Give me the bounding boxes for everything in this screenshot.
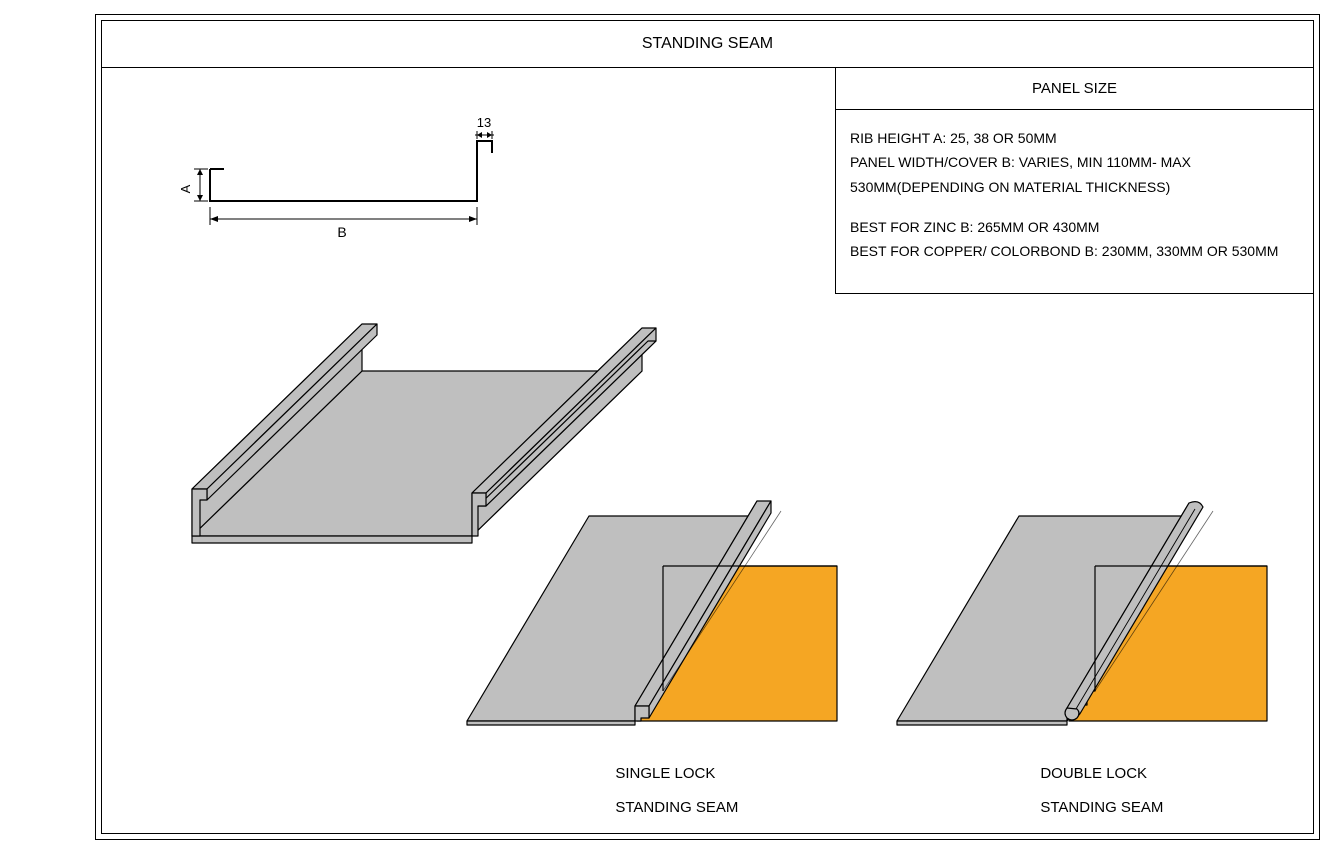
- title-text: STANDING SEAM: [642, 35, 773, 53]
- single-lock-label: SINGLE LOCK STANDING SEAM: [582, 748, 738, 833]
- double-lock-line1: DOUBLE LOCK: [1040, 765, 1147, 782]
- panel-size-header: PANEL SIZE: [836, 67, 1313, 110]
- ps-line3: 530MM(DEPENDING ON MATERIAL THICKNESS): [850, 177, 1299, 197]
- panel-size-body: RIB HEIGHT A: 25, 38 OR 50MM PANEL WIDTH…: [836, 110, 1313, 293]
- page: STANDING SEAM PANEL SIZE RIB HEIGHT A: 2…: [0, 0, 1340, 865]
- cross-section-diagram: 13 A B: [172, 91, 532, 251]
- inner-frame: STANDING SEAM PANEL SIZE RIB HEIGHT A: 2…: [101, 20, 1314, 834]
- dim-A: A: [178, 184, 193, 193]
- ps-line4: BEST FOR ZINC B: 265MM OR 430MM: [850, 217, 1299, 237]
- double-lock-label: DOUBLE LOCK STANDING SEAM: [1007, 748, 1163, 833]
- single-lock-line1: SINGLE LOCK: [615, 765, 715, 782]
- single-lock-diagram: [457, 491, 847, 741]
- single-lock-line2: STANDING SEAM: [615, 799, 738, 816]
- double-lock-line2: STANDING SEAM: [1040, 799, 1163, 816]
- panel-size-header-text: PANEL SIZE: [1032, 80, 1117, 97]
- outer-frame: STANDING SEAM PANEL SIZE RIB HEIGHT A: 2…: [95, 14, 1320, 840]
- double-lock-diagram: [887, 491, 1277, 741]
- panel-size-box: PANEL SIZE RIB HEIGHT A: 25, 38 OR 50MM …: [835, 67, 1313, 294]
- ps-line5: BEST FOR COPPER/ COLORBOND B: 230MM, 330…: [850, 241, 1299, 261]
- dim-13: 13: [477, 115, 491, 130]
- ps-line2: PANEL WIDTH/COVER B: VARIES, MIN 110MM- …: [850, 152, 1299, 172]
- dim-B: B: [337, 224, 346, 240]
- ps-line1: RIB HEIGHT A: 25, 38 OR 50MM: [850, 128, 1299, 148]
- title-bar: STANDING SEAM: [102, 21, 1313, 68]
